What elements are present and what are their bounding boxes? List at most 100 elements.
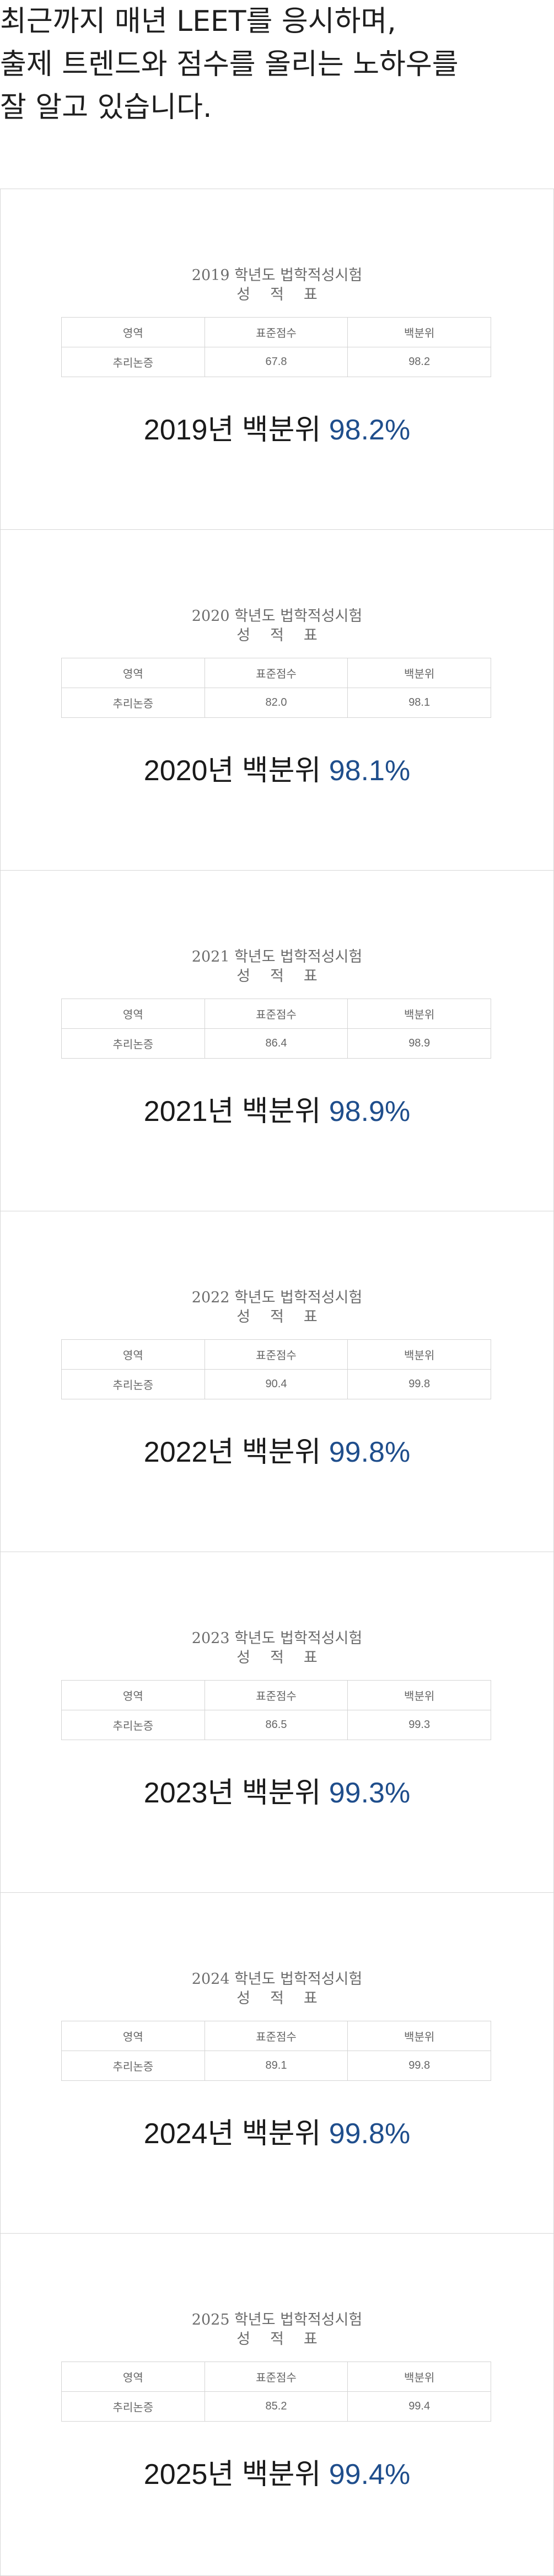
cell-standard-score: 86.5 bbox=[204, 1710, 348, 1740]
header-area: 영역 bbox=[61, 658, 205, 688]
report-title: 2021 학년도 법학적성시험 bbox=[191, 948, 363, 965]
cell-standard-score: 67.8 bbox=[204, 347, 348, 377]
cell-area: 추리논증 bbox=[61, 347, 205, 377]
percentile-result: 2025년 백분위 99.4% bbox=[1, 2457, 553, 2492]
cell-percentile: 99.8 bbox=[347, 2051, 491, 2081]
table-row: 추리논증 90.4 99.8 bbox=[61, 1369, 491, 1399]
score-table: 영역 표준점수 백분위 추리논증 67.8 98.2 bbox=[61, 317, 491, 377]
header-percentile: 백분위 bbox=[347, 999, 491, 1029]
result-label: 2025년 백분위 bbox=[143, 2459, 329, 2491]
cell-area: 추리논증 bbox=[61, 2391, 205, 2422]
score-table: 영역 표준점수 백분위 추리논증 82.0 98.1 bbox=[61, 658, 491, 718]
report-subtitle-char: 표 bbox=[303, 627, 318, 644]
cell-percentile: 98.1 bbox=[347, 688, 491, 718]
table-header-row: 영역 표준점수 백분위 bbox=[61, 2362, 491, 2392]
table-header-row: 영역 표준점수 백분위 bbox=[61, 999, 491, 1029]
percentile-result: 2022년 백분위 99.8% bbox=[1, 1435, 553, 1470]
header-percentile: 백분위 bbox=[347, 1680, 491, 1710]
table-row: 추리논증 86.5 99.3 bbox=[61, 1710, 491, 1740]
header-area: 영역 bbox=[61, 999, 205, 1029]
score-report-card: 2024 학년도 법학적성시험 성 적 표 영역 표준점수 백분위 추리논증 89.… bbox=[1, 1893, 553, 2234]
table-row: 추리논증 67.8 98.2 bbox=[61, 347, 491, 377]
cell-area: 추리논증 bbox=[61, 1369, 205, 1399]
headline-line-3: 잘 알고 있습니다. bbox=[0, 91, 212, 124]
report-title: 2024 학년도 법학적성시험 bbox=[191, 1971, 363, 1988]
result-value: 99.4% bbox=[329, 2459, 411, 2491]
header-area: 영역 bbox=[61, 317, 205, 347]
result-label: 2019년 백분위 bbox=[143, 414, 329, 446]
cell-standard-score: 86.4 bbox=[204, 1028, 348, 1059]
percentile-result: 2021년 백분위 98.9% bbox=[1, 1094, 553, 1129]
header-standard-score: 표준점수 bbox=[204, 2021, 348, 2051]
table-row: 추리논증 82.0 98.1 bbox=[61, 688, 491, 718]
cell-standard-score: 89.1 bbox=[204, 2051, 348, 2081]
header-standard-score: 표준점수 bbox=[204, 658, 348, 688]
table-header-row: 영역 표준점수 백분위 bbox=[61, 1680, 491, 1710]
report-title: 2025 학년도 법학적성시험 bbox=[191, 2311, 363, 2328]
cell-area: 추리논증 bbox=[61, 1710, 205, 1740]
header-area: 영역 bbox=[61, 2362, 205, 2392]
cell-area: 추리논증 bbox=[61, 1028, 205, 1059]
table-header-row: 영역 표준점수 백분위 bbox=[61, 317, 491, 347]
header-area: 영역 bbox=[61, 2021, 205, 2051]
report-subtitle-char: 표 bbox=[303, 1649, 318, 1666]
percentile-result: 2020년 백분위 98.1% bbox=[1, 753, 553, 788]
result-label: 2023년 백분위 bbox=[143, 1777, 329, 1809]
report-subtitle-char: 표 bbox=[303, 968, 318, 985]
table-header-row: 영역 표준점수 백분위 bbox=[61, 2021, 491, 2051]
score-report-card: 2023 학년도 법학적성시험 성 적 표 영역 표준점수 백분위 추리논증 86.… bbox=[1, 1552, 553, 1893]
report-subtitle-char: 표 bbox=[303, 286, 318, 303]
table-row: 추리논증 89.1 99.8 bbox=[61, 2051, 491, 2081]
cell-percentile: 98.9 bbox=[347, 1028, 491, 1059]
cell-percentile: 99.8 bbox=[347, 1369, 491, 1399]
report-subtitle-char: 표 bbox=[303, 2331, 318, 2348]
header-standard-score: 표준점수 bbox=[204, 999, 348, 1029]
score-report-card: 2020 학년도 법학적성시험 성 적 표 영역 표준점수 백분위 추리논증 82.… bbox=[1, 530, 553, 871]
report-subtitle-char: 성 bbox=[236, 627, 251, 644]
report-subtitle-char: 적 bbox=[270, 2331, 284, 2348]
score-report-card: 2019 학년도 법학적성시험 성 적 표 영역 표준점수 백분위 추리논증 67.… bbox=[1, 189, 553, 530]
result-value: 99.8% bbox=[329, 2118, 411, 2150]
percentile-result: 2019년 백분위 98.2% bbox=[1, 412, 553, 448]
score-report-card: 2022 학년도 법학적성시험 성 적 표 영역 표준점수 백분위 추리논증 90.… bbox=[1, 1211, 553, 1552]
header-area: 영역 bbox=[61, 1680, 205, 1710]
table-header-row: 영역 표준점수 백분위 bbox=[61, 1339, 491, 1370]
table-header-row: 영역 표준점수 백분위 bbox=[61, 658, 491, 688]
result-value: 99.3% bbox=[329, 1777, 411, 1809]
report-subtitle-char: 표 bbox=[303, 1990, 318, 2007]
result-value: 98.2% bbox=[329, 414, 411, 446]
cell-standard-score: 82.0 bbox=[204, 688, 348, 718]
report-title: 2023 학년도 법학적성시험 bbox=[191, 1630, 363, 1647]
report-subtitle-char: 성 bbox=[236, 1649, 251, 1666]
score-table: 영역 표준점수 백분위 추리논증 86.4 98.9 bbox=[61, 999, 491, 1059]
cell-standard-score: 85.2 bbox=[204, 2391, 348, 2422]
header-standard-score: 표준점수 bbox=[204, 1680, 348, 1710]
report-subtitle-char: 적 bbox=[270, 286, 284, 303]
report-subtitle-char: 성 bbox=[236, 1990, 251, 2007]
result-value: 99.8% bbox=[329, 1436, 411, 1468]
header-area: 영역 bbox=[61, 1339, 205, 1370]
cell-percentile: 99.4 bbox=[347, 2391, 491, 2422]
report-title: 2020 학년도 법학적성시험 bbox=[191, 608, 363, 625]
report-subtitle-char: 적 bbox=[270, 627, 284, 644]
report-subtitle-char: 성 bbox=[236, 1308, 251, 1325]
percentile-result: 2024년 백분위 99.8% bbox=[1, 2116, 553, 2151]
headline-line-1: 최근까지 매년 LEET를 응시하며, bbox=[0, 5, 396, 38]
headline: 최근까지 매년 LEET를 응시하며, 출제 트렌드와 점수를 올리는 노하우를… bbox=[0, 0, 554, 129]
cell-area: 추리논증 bbox=[61, 2051, 205, 2081]
header-percentile: 백분위 bbox=[347, 658, 491, 688]
report-subtitle-char: 적 bbox=[270, 968, 284, 985]
table-row: 추리논증 86.4 98.9 bbox=[61, 1028, 491, 1059]
header-standard-score: 표준점수 bbox=[204, 2362, 348, 2392]
headline-line-2: 출제 트렌드와 점수를 올리는 노하우를 bbox=[0, 48, 459, 81]
header-percentile: 백분위 bbox=[347, 1339, 491, 1370]
score-table: 영역 표준점수 백분위 추리논증 85.2 99.4 bbox=[61, 2362, 491, 2422]
score-table: 영역 표준점수 백분위 추리논증 90.4 99.8 bbox=[61, 1339, 491, 1399]
report-title: 2022 학년도 법학적성시험 bbox=[191, 1289, 363, 1306]
